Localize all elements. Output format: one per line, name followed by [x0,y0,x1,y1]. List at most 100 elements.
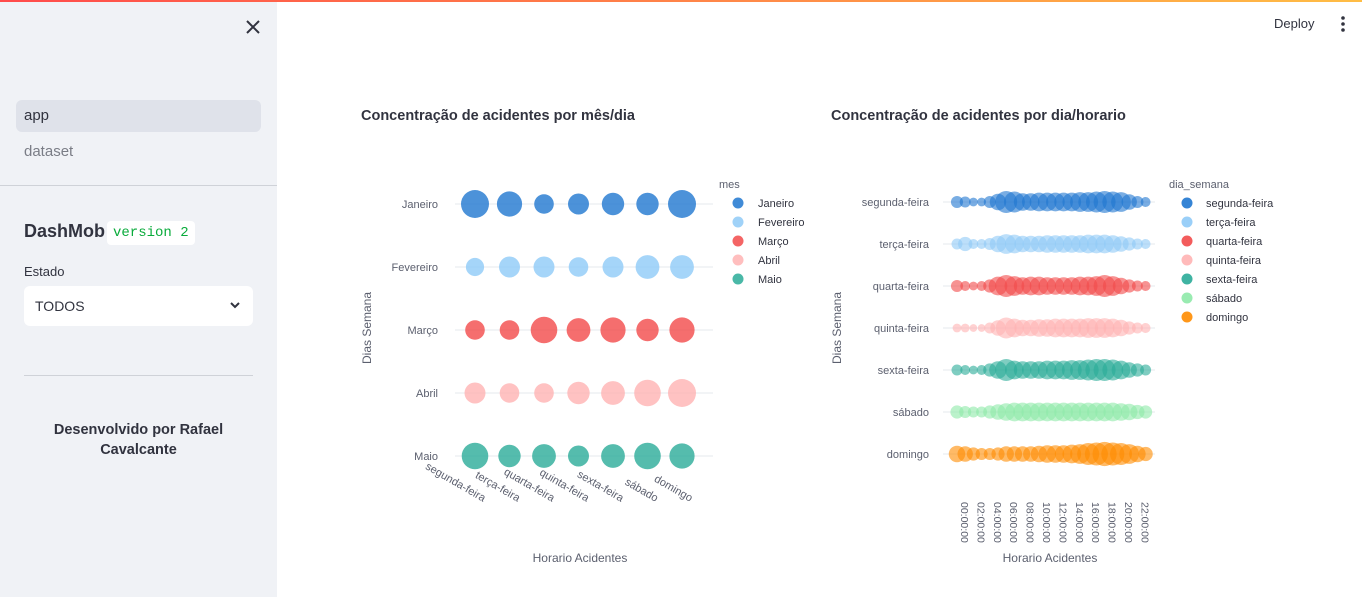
bubble-janeiro-sabado [636,192,659,216]
bubble-marco-sabado [636,318,659,342]
bubble-sexta-feira-h22 [1130,363,1144,377]
x-tick-label: 22:00:00 [1138,502,1150,543]
y-axis-label: Dias Semana [830,292,844,364]
bubble-maio-quinta-feira [568,445,589,467]
y-tick-label: domingo [887,449,929,461]
bubble-abril-segunda-feira [464,382,486,404]
y-tick-label: sábado [893,407,929,419]
app-title: DashMob [24,221,105,241]
legend-label-sexta-feira: sexta-feira [1206,274,1258,286]
chart1-title: Concentração de acidentes por mês/dia [361,108,635,124]
bubble-sabado-h23 [1139,405,1153,419]
x-tick-label: 06:00:00 [1007,502,1019,543]
bubble-abril-terca-feira [499,383,520,403]
bubble-maio-quarta-feira [532,444,556,468]
bubble-fevereiro-quarta-feira [533,256,555,278]
x-tick-label: domingo [652,473,695,504]
bubble-segunda-feira-h3 [977,197,986,207]
bubble-quarta-feira-h2 [969,281,978,291]
bubble-terca-feira-h23 [1140,239,1151,249]
bubble-segunda-feira-h23 [1140,197,1151,207]
x-tick-label: 02:00:00 [974,502,986,543]
y-tick-label: quinta-feira [874,323,930,335]
x-axis-label: Horario Acidentes [533,551,628,565]
version-badge: version 2 [107,221,195,245]
bubble-janeiro-domingo [668,190,696,218]
x-tick-label: 16:00:00 [1089,502,1101,543]
bubble-marco-quinta-feira [566,318,591,342]
chart2-title: Concentração de acidentes por dia/horari… [831,108,1126,124]
y-tick-label: Março [407,325,438,337]
sidebar-item-app[interactable]: app [16,100,261,132]
bubble-terca-feira-h21 [1122,237,1136,251]
bubble-terca-feira-h22 [1131,238,1143,250]
main-menu-button[interactable] [1334,12,1352,36]
legend-label-quarta-feira: quarta-feira [1206,236,1263,248]
legend-marker-sexta-feira [1181,273,1193,285]
bubble-quarta-feira-h22 [1131,280,1143,292]
developer-credit: Desenvolvido por Rafael Cavalcante [53,422,224,458]
chart-month-day: JaneiroFevereiroMarçoAbrilMaiosegunda-fe… [360,179,804,565]
bubble-abril-sexta-feira [601,381,625,405]
y-tick-label: Maio [414,451,438,463]
legend-marker-domingo [1181,311,1193,323]
bubble-segunda-feira-h2 [969,197,978,207]
deploy-button[interactable]: Deploy [1274,16,1315,31]
bubble-janeiro-terca-feira [496,191,523,217]
bubble-quinta-feira-h22 [1131,322,1143,334]
bubble-fevereiro-quinta-feira [568,257,589,277]
x-tick-label: 14:00:00 [1073,502,1085,543]
legend-marker-terca-feira [1181,216,1193,228]
kebab-menu-icon [1341,16,1345,32]
bubble-sabado-h1 [959,405,972,419]
bubble-marco-terca-feira [499,320,520,340]
bubble-terca-feira-h2 [968,239,979,249]
x-tick-label: 00:00:00 [958,502,970,543]
x-tick-label: 08:00:00 [1024,502,1036,543]
bubble-fevereiro-sexta-feira [602,256,624,278]
bubble-fevereiro-sabado [635,255,660,279]
bubble-quarta-feira-h1 [960,281,971,291]
legend-marker-segunda-feira [1181,197,1193,209]
bubble-abril-quarta-feira [534,383,554,403]
bubble-quinta-feira-h23 [1140,323,1151,333]
bubble-marco-quarta-feira [530,316,558,344]
chart-day-hour: segunda-feira terça-feira quarta-feira quin… [830,179,1274,565]
estado-select[interactable]: TODOS [24,286,253,326]
bubble-abril-sabado [634,379,661,407]
y-tick-label: quarta-feira [873,281,930,293]
bubble-segunda-feira-h1 [959,196,971,208]
legend-label-abril: Abril [758,255,780,267]
close-icon [246,20,260,34]
x-tick-label: 12:00:00 [1056,502,1068,543]
bubble-fevereiro-terca-feira [499,256,520,278]
sidebar: app dataset DashMob version 2 Estado TOD… [0,2,277,597]
sidebar-item-dataset[interactable]: dataset [24,143,74,160]
estado-select-value: TODOS [35,298,85,314]
bubble-segunda-feira-h22 [1131,195,1144,209]
sidebar-divider [0,185,277,186]
bubble-janeiro-quinta-feira [568,193,589,215]
legend-marker-marco [732,235,744,247]
x-tick-label: 18:00:00 [1106,502,1118,543]
y-axis-label: Dias Semana [360,292,374,364]
bubble-quarta-feira-h21 [1122,279,1136,293]
legend-label-terca-feira: terça-feira [1206,217,1256,229]
close-sidebar-button[interactable] [242,16,264,38]
bubble-fevereiro-segunda-feira [465,257,485,277]
legend-marker-maio [732,273,744,285]
bubble-abril-domingo [668,379,696,407]
estado-label: Estado [24,264,65,279]
bubble-terca-feira-h1 [958,236,973,252]
legend-label-maio: Maio [758,274,782,286]
y-tick-label: Janeiro [402,199,438,211]
bubble-abril-quinta-feira [567,381,590,405]
bubble-domingo-h23 [1138,446,1153,462]
x-tick-label: 04:00:00 [991,502,1003,543]
bubble-quarta-feira-h23 [1140,281,1151,291]
bubble-sexta-feira-h1 [960,365,971,375]
sidebar-divider-2 [24,375,253,376]
x-tick-label: 10:00:00 [1040,502,1052,543]
bubble-marco-domingo [669,317,695,343]
bubble-janeiro-sexta-feira [601,192,625,216]
